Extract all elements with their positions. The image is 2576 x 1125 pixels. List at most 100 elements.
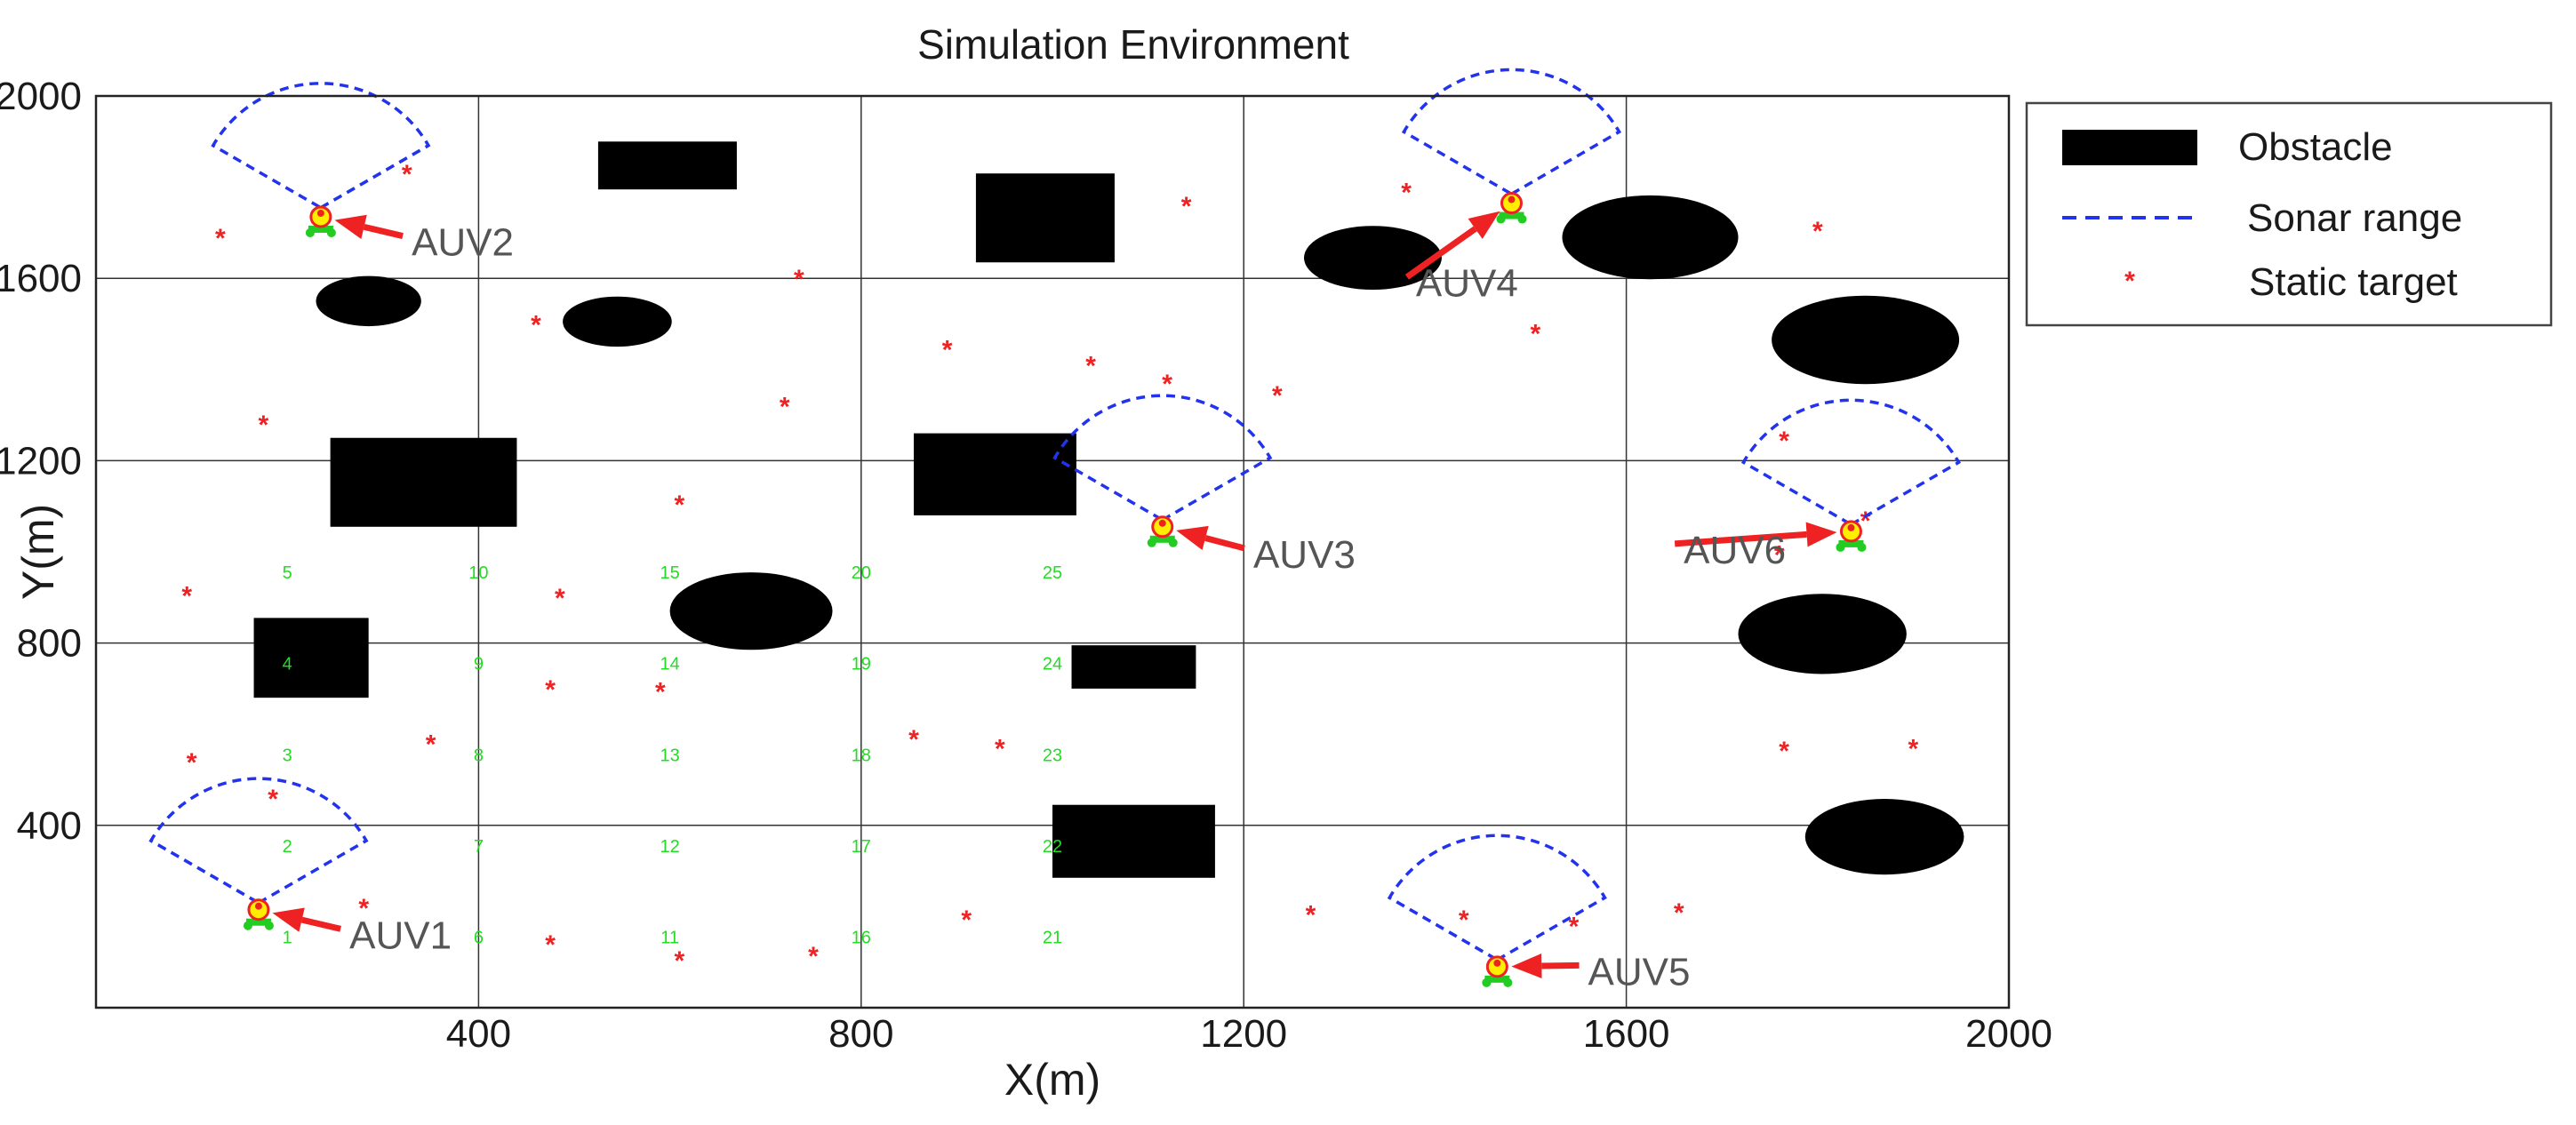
obstacle-rectangle [975,173,1115,263]
auv-center [254,902,262,910]
obstacles [253,141,1964,878]
auv-arrow-head [272,907,305,932]
auv-label: AUV5 [1588,950,1691,993]
auv-arrow-head [1176,525,1209,551]
cell-number: 21 [1043,928,1062,947]
static-target: * [1272,381,1283,411]
plot-frame [94,94,2011,1009]
static-target: * [1779,737,1789,766]
auv-label: AUV6 [1684,529,1786,572]
auv-wheel [264,921,274,930]
auv-wheel [1482,977,1492,987]
obstacle-ellipse [563,296,672,347]
y-tick-label: 1200 [0,439,82,483]
auv-center [1847,523,1855,531]
chart-title: Simulation Environment [917,21,1349,68]
static-target: * [187,748,197,778]
auv-base [1499,211,1524,219]
static-target: * [358,894,369,923]
x-tick-label: 1600 [1583,1012,1670,1056]
cell-number: 23 [1043,746,1062,765]
auv-label: AUV2 [412,221,514,265]
y-tick-label: 1600 [0,257,82,300]
y-tick-label: 400 [17,804,82,848]
cell-number: 1 [283,928,292,947]
cell-number: 2 [283,837,292,857]
sonar-range-sector [148,777,369,906]
static-target: * [268,785,278,814]
auv-center [316,209,324,217]
obstacle-rectangle [1052,804,1215,878]
static-target: * [794,265,804,294]
auv-base [245,918,271,926]
x-tick-label: 800 [828,1012,893,1056]
static-target: * [402,160,412,189]
y-tick-label: 800 [17,622,82,666]
auv-wheel [1836,542,1845,552]
static-target: * [942,336,953,365]
auv-wheel [305,227,315,237]
static-target: * [1085,352,1096,381]
cell-number: 4 [283,655,292,674]
sonar-range-sector [1401,68,1622,196]
legend: Obstacle Sonar range * Static target [2025,101,2553,327]
auv-base [1149,535,1175,543]
obstacle-ellipse [669,572,833,650]
obstacle-ellipse [1738,594,1907,674]
obstacle-rectangle [1071,645,1196,689]
legend-obstacle-swatch [2062,130,2197,165]
static-target: * [995,734,1005,763]
legend-sonar-label: Sonar range [2247,196,2462,240]
auv-label: AUV4 [1416,262,1518,306]
static-target: * [1569,913,1580,942]
auv-marker [243,898,341,932]
static-target: * [1812,217,1823,246]
auv-wheel [1168,538,1178,547]
auv-base [1484,975,1510,983]
static-target: * [1459,906,1469,935]
obstacle-ellipse [316,275,421,327]
cell-number: 13 [660,746,679,765]
cell-number: 12 [660,837,679,857]
static-target: * [961,906,972,935]
sonar-range-sector [1387,834,1607,962]
y-tick-label: 2000 [0,75,82,118]
cell-number: 11 [660,928,679,947]
auv-wheel [1496,214,1506,224]
obstacle-ellipse [1804,799,1964,875]
auv-wheel [1147,538,1156,547]
auv-label: AUV3 [1253,533,1356,577]
x-tick-label: 2000 [1965,1012,2052,1056]
auv-label: AUV1 [349,914,452,957]
static-target: * [531,310,541,339]
static-target: * [1306,901,1316,930]
x-axis-label: X(m) [1004,1055,1100,1105]
auv-marker [305,205,404,239]
x-tick-label: 1200 [1200,1012,1287,1056]
obstacle-ellipse [1772,295,1960,385]
sonar-range-sector [211,82,431,210]
static-target: * [675,491,685,520]
cell-number: 6 [474,928,484,947]
static-target: * [215,224,226,253]
y-tick-labels: 400 800 1200 1600 2000 [0,75,82,848]
auv-marker [1147,515,1245,552]
sonar-ranges [148,68,1961,962]
cell-number: 16 [852,928,871,947]
obstacle-ellipse [1562,195,1739,280]
static-target: * [1674,898,1684,928]
auvs: AUV1 AUV2 AUV3 AUV4 AUV5 AUV6 [243,192,1867,993]
cell-number: 25 [1043,563,1062,583]
cell-number: 17 [852,837,871,857]
obstacle-rectangle [913,433,1076,515]
cell-number: 5 [283,563,292,583]
auv-marker [1674,520,1867,552]
auv-marker [1482,953,1580,987]
auv-arrow-shaft [1204,535,1245,552]
auv-center [1158,519,1166,527]
auv-wheel [1857,542,1867,552]
static-targets: ***** ******* ***** **** *** * * * ***** ** * * * * [181,160,1918,976]
legend-obstacle-label: Obstacle [2238,125,2393,169]
auv-base [1838,539,1864,547]
